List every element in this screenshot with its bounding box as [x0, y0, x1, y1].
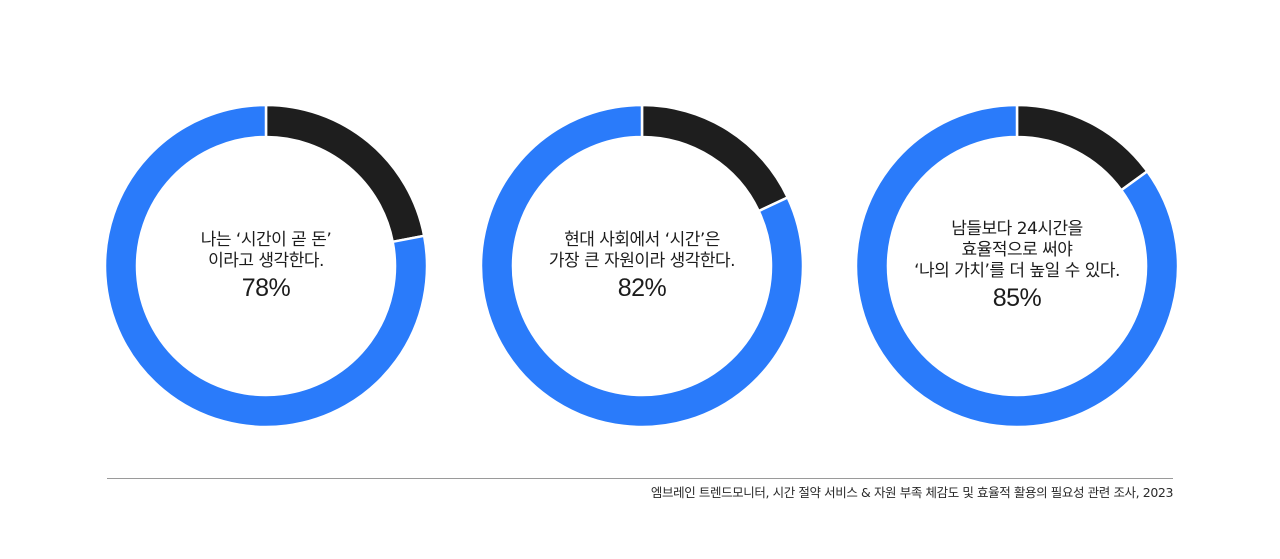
- donut-chart-time-is-money: 나는 ‘시간이 곧 돈’ 이라고 생각한다. 78%: [103, 103, 429, 429]
- donut-chart-raise-my-value: 남들보다 24시간을 효율적으로 써야 ‘나의 가치’를 더 높일 수 있다. …: [854, 103, 1180, 429]
- donut-center-label: 현대 사회에서 ‘시간’은 가장 큰 자원이라 생각한다. 82%: [522, 146, 762, 386]
- donut-slice-agree: [103, 103, 429, 429]
- donut-svg: [479, 103, 805, 429]
- chart-value-label: 85%: [992, 284, 1042, 312]
- donut-svg: [103, 103, 429, 429]
- donut-center-label: 남들보다 24시간을 효율적으로 써야 ‘나의 가치’를 더 높일 수 있다. …: [897, 146, 1137, 386]
- chart-caption-line: ‘나의 가치’를 더 높일 수 있다.: [914, 261, 1120, 281]
- chart-caption-line: 이라고 생각한다.: [208, 250, 324, 271]
- source-citation: 엠브레인 트렌드모니터, 시간 절약 서비스 & 자원 부족 체감도 및 효율적…: [650, 485, 1174, 500]
- donut-svg: [854, 103, 1180, 429]
- chart-caption-line: 나는 ‘시간이 곧 돈’: [200, 229, 332, 250]
- chart-value-label: 78%: [241, 273, 291, 302]
- donut-slice-agree: [854, 103, 1180, 429]
- chart-caption-line: 효율적으로 써야: [961, 240, 1073, 260]
- donut-slice-agree: [479, 103, 805, 429]
- donut-chart-time-is-resource: 현대 사회에서 ‘시간’은 가장 큰 자원이라 생각한다. 82%: [479, 103, 805, 429]
- chart-caption-line: 남들보다 24시간을: [951, 219, 1083, 239]
- chart-value-label: 82%: [617, 273, 667, 302]
- source-divider: [107, 478, 1173, 479]
- chart-caption-line: 현대 사회에서 ‘시간’은: [564, 229, 720, 250]
- donut-center-label: 나는 ‘시간이 곧 돈’ 이라고 생각한다. 78%: [146, 146, 386, 386]
- chart-caption-line: 가장 큰 자원이라 생각한다.: [548, 250, 736, 271]
